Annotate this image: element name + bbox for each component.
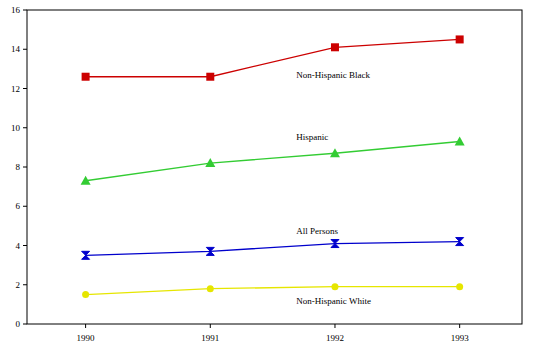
marker [331,43,339,51]
y-tick [23,324,27,325]
x-tick-label: 1992 [326,333,344,343]
series-label: All Persons [296,226,338,236]
y-tick [23,10,27,11]
marker [456,35,464,43]
x-tick [334,324,335,328]
marker [206,247,214,255]
series-line [86,39,460,76]
x-tick-label: 1993 [451,333,470,343]
series-label: Hispanic [296,132,328,142]
marker [455,136,465,145]
y-tick [23,284,27,285]
marker [456,238,464,246]
marker [82,251,90,259]
y-tick-label: 0 [16,319,21,329]
marker [82,291,89,298]
x-tick [459,324,460,328]
x-tick [210,324,211,328]
series-label: Non-Hispanic Black [296,70,370,80]
y-tick [23,127,27,128]
plot-area [81,35,465,298]
y-tick-label: 12 [11,84,20,94]
series-line [86,242,460,256]
y-tick [23,167,27,168]
marker [331,283,338,290]
series-line [86,287,460,295]
y-tick-label: 6 [16,201,21,211]
marker [82,73,90,81]
y-tick-label: 2 [16,280,21,290]
marker [206,73,214,81]
marker [81,176,91,185]
y-tick [23,206,27,207]
y-tick [23,245,27,246]
y-tick-label: 8 [16,162,21,172]
series-line [86,141,460,180]
y-tick-label: 16 [11,5,21,15]
marker [456,283,463,290]
plot-frame [27,10,522,324]
marker [205,158,215,167]
chart: 0 2 4 6 8 10 12 14 16 1990 1991 1992 1993 Non-Hispani… [0,0,540,348]
x-tick [85,324,86,328]
marker [331,240,339,248]
y-tick [23,49,27,50]
y-tick-label: 14 [11,44,21,54]
y-tick [23,88,27,89]
y-tick-label: 10 [11,123,21,133]
marker [207,285,214,292]
x-tick-label: 1991 [201,333,219,343]
marker [330,148,340,157]
x-tick-label: 1990 [77,333,96,343]
y-tick-label: 4 [16,241,21,251]
series-label: Non-Hispanic White [296,296,371,306]
